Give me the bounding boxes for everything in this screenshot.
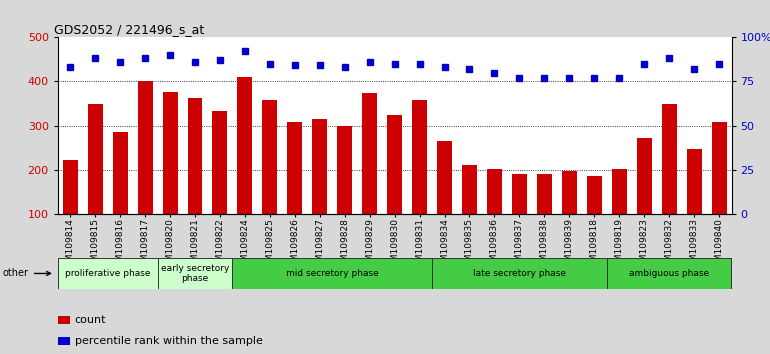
Bar (711, 122, 727, 214)
Bar (387, 115, 402, 214)
Bar (313, 119, 327, 214)
Bar (487, 169, 502, 214)
Bar (188, 98, 203, 214)
Bar (562, 171, 577, 214)
Text: early secretory
phase: early secretory phase (161, 264, 229, 283)
Bar (287, 122, 303, 214)
Text: ambiguous phase: ambiguous phase (629, 269, 709, 278)
Text: late secretory phase: late secretory phase (473, 269, 566, 278)
Text: count: count (75, 315, 106, 325)
Bar (587, 176, 601, 214)
Bar (263, 101, 277, 214)
Bar (58, 258, 158, 289)
Bar (437, 141, 452, 214)
Bar (213, 111, 227, 214)
Bar (607, 258, 731, 289)
Bar (158, 258, 233, 289)
Text: percentile rank within the sample: percentile rank within the sample (75, 336, 263, 346)
Bar (362, 93, 377, 214)
Bar (661, 104, 677, 214)
Bar (62, 160, 78, 214)
Text: other: other (3, 268, 51, 279)
Bar (138, 80, 152, 214)
Text: GDS2052 / 221496_s_at: GDS2052 / 221496_s_at (55, 23, 205, 36)
Bar (412, 101, 427, 214)
Bar (611, 169, 627, 214)
Bar (687, 149, 701, 214)
Bar (88, 104, 102, 214)
Bar (337, 126, 352, 214)
Bar (233, 258, 432, 289)
Bar (432, 258, 607, 289)
Bar (112, 132, 128, 214)
Bar (462, 165, 477, 214)
Text: proliferative phase: proliferative phase (65, 269, 150, 278)
Bar (58, 337, 69, 345)
Bar (637, 138, 651, 214)
Bar (512, 175, 527, 214)
Bar (537, 175, 552, 214)
Bar (58, 316, 69, 324)
Text: mid secretory phase: mid secretory phase (286, 269, 379, 278)
Bar (237, 77, 253, 214)
Bar (162, 92, 178, 214)
